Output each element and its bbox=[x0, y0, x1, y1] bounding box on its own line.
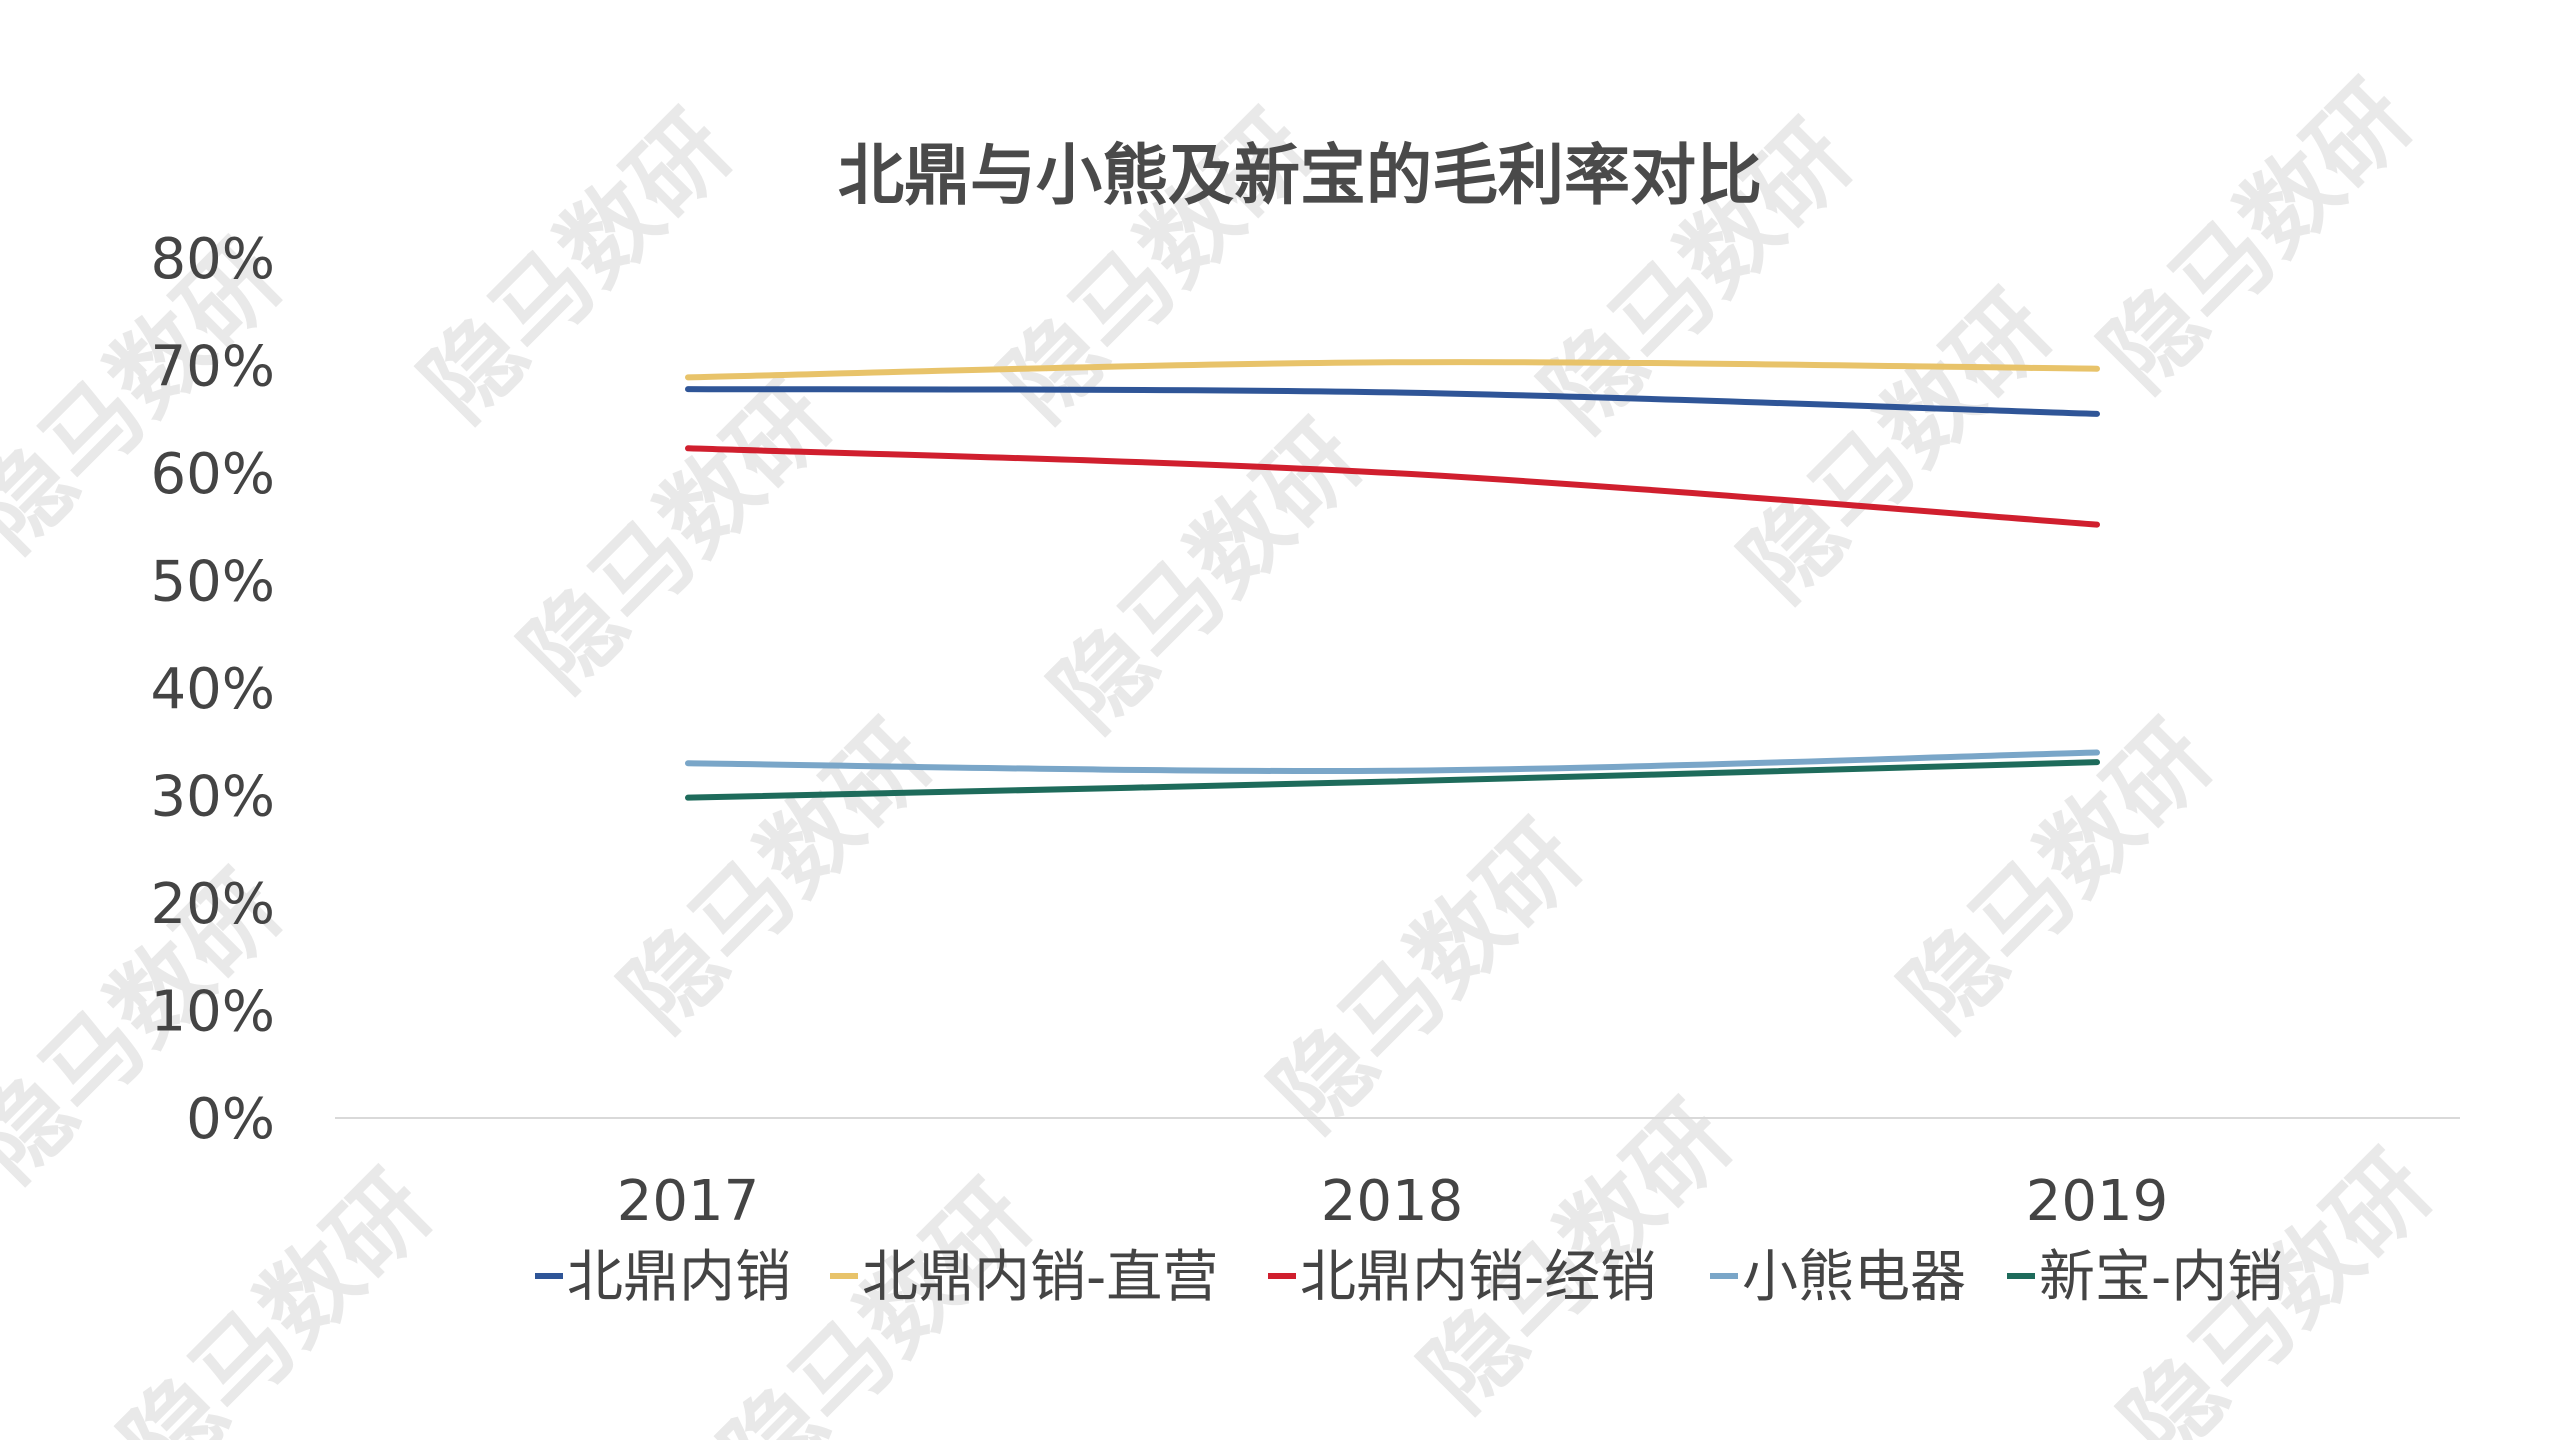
series-line-1 bbox=[685, 386, 2100, 417]
legend-label: 北鼎内销-经销 bbox=[1300, 1245, 1656, 1310]
series-line-4 bbox=[685, 749, 2100, 775]
y-tick-label: 10% bbox=[151, 980, 275, 1045]
legend-label: 新宝-内销 bbox=[2039, 1245, 2283, 1310]
watermark-text: 隐马数研 bbox=[1251, 801, 1602, 1152]
y-axis: 0% 10% 20% 30% 40% 50% 60% 70% 80% bbox=[151, 227, 275, 1152]
y-tick-label: 20% bbox=[151, 872, 275, 937]
y-tick-label: 80% bbox=[151, 227, 275, 292]
series-line-5 bbox=[685, 759, 2100, 801]
x-tick-label: 2018 bbox=[1321, 1169, 1464, 1234]
watermark-text: 隐马数研 bbox=[101, 1151, 452, 1440]
legend-label: 小熊电器 bbox=[1742, 1245, 1966, 1310]
x-tick-label: 2017 bbox=[617, 1169, 760, 1234]
watermark-text: 隐马数研 bbox=[1721, 271, 2072, 622]
y-tick-label: 60% bbox=[151, 442, 275, 507]
legend-label: 北鼎内销 bbox=[567, 1245, 791, 1310]
x-tick-label: 2019 bbox=[2026, 1169, 2169, 1234]
series-line-2 bbox=[685, 359, 2100, 381]
y-tick-label: 70% bbox=[151, 335, 275, 400]
x-axis: 2017 2018 2019 bbox=[617, 1169, 2169, 1234]
plot-area bbox=[685, 359, 2100, 801]
y-tick-label: 30% bbox=[151, 765, 275, 830]
y-tick-label: 50% bbox=[151, 550, 275, 615]
chart-title: 北鼎与小熊及新宝的毛利率对比 bbox=[838, 137, 1762, 214]
legend: 北鼎内销 北鼎内销-直营 北鼎内销-经销 小熊电器 新宝-内销 bbox=[535, 1245, 2283, 1310]
watermark-text: 隐马数研 bbox=[2081, 61, 2432, 412]
y-tick-label: 40% bbox=[151, 657, 275, 722]
legend-label: 北鼎内销-直营 bbox=[862, 1245, 1218, 1310]
watermark-text: 隐马数研 bbox=[601, 701, 952, 1052]
watermark-text: 隐马数研 bbox=[1031, 401, 1382, 752]
y-tick-label: 0% bbox=[186, 1087, 275, 1152]
series-line-3 bbox=[685, 445, 2100, 528]
watermark-text: 隐马数研 bbox=[501, 361, 852, 712]
